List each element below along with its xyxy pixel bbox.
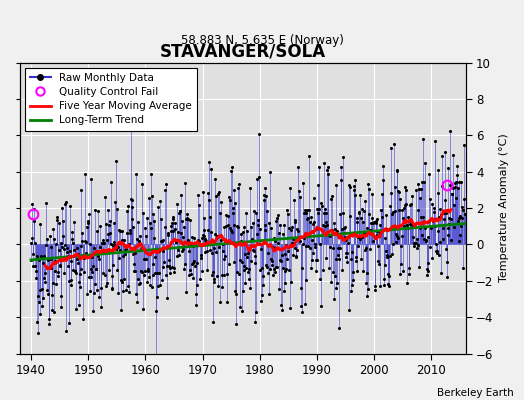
Text: 58.883 N, 5.635 E (Norway): 58.883 N, 5.635 E (Norway) xyxy=(181,34,343,47)
Legend: Raw Monthly Data, Quality Control Fail, Five Year Moving Average, Long-Term Tren: Raw Monthly Data, Quality Control Fail, … xyxy=(25,68,197,131)
Text: Berkeley Earth: Berkeley Earth xyxy=(437,388,514,398)
Title: STAVANGER/SOLA: STAVANGER/SOLA xyxy=(159,43,325,61)
Y-axis label: Temperature Anomaly (°C): Temperature Anomaly (°C) xyxy=(499,134,509,282)
